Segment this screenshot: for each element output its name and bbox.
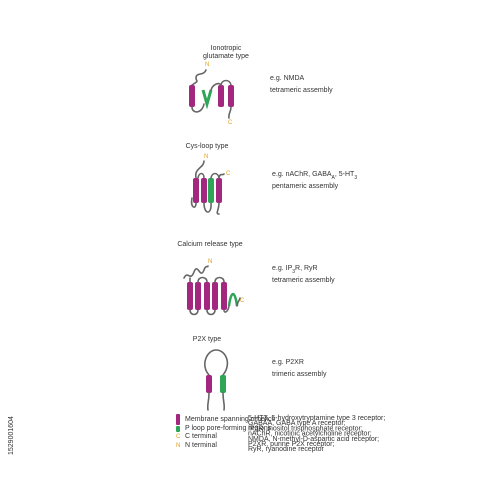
- abbreviation: IP3R, inositol trisphosphate receptor;: [248, 425, 363, 432]
- c-terminal-label: C: [226, 171, 231, 177]
- c-terminal-label: C: [228, 120, 233, 126]
- n-terminal-label: N: [205, 62, 209, 68]
- example: e.g. nAChR, GABAA, 5-HT3: [272, 171, 357, 181]
- legend-label: Membrane spanning α-helics: [185, 416, 276, 423]
- section-title: glutamate type: [203, 53, 249, 60]
- example-part: e.g. NMDA: [270, 75, 305, 82]
- section-title: P2X type: [193, 336, 222, 343]
- example-part: 3: [292, 269, 295, 275]
- example-part: , 5-HT: [335, 171, 355, 178]
- legend-symbol: C: [176, 434, 181, 440]
- legend-label: N terminal: [185, 442, 217, 449]
- example-part: A: [332, 175, 336, 181]
- example-part: e.g. nAChR, GABA: [272, 171, 332, 178]
- example-part: R, RyR: [295, 265, 318, 272]
- glutamate-topology: [189, 69, 234, 119]
- abbreviation: P2XR, purine P2X receptor;: [248, 441, 334, 448]
- c-terminal-label: C: [240, 298, 245, 304]
- image-id: 1529001604: [8, 416, 15, 455]
- abbreviation: 5-HT3, 5-hydroxytryptamine type 3 recept…: [248, 415, 385, 422]
- abbreviation: NMDA, N-methyl-D-aspartic acid receptor;: [248, 436, 379, 443]
- legend-label: P loop pore-forming regions: [185, 425, 272, 432]
- example-part: e.g. P2XR: [272, 359, 304, 366]
- p2x-topology: [204, 349, 229, 411]
- example: e.g. IP3R, RyR: [272, 265, 318, 275]
- example-part: 3: [354, 175, 357, 181]
- n-terminal-label: N: [208, 259, 212, 265]
- section-title: Cys-loop type: [186, 143, 229, 150]
- assembly: trimeric assembly: [272, 371, 327, 378]
- assembly: tetrameric assembly: [272, 277, 335, 284]
- example-part: e.g. IP: [272, 265, 293, 272]
- assembly: pentameric assembly: [272, 183, 339, 190]
- assembly: tetrameric assembly: [270, 87, 333, 94]
- section-title: Calcium release type: [177, 241, 242, 248]
- example: e.g. NMDA: [270, 75, 305, 82]
- section-title: Ionotropic: [211, 45, 242, 52]
- n-terminal-label: N: [204, 154, 208, 160]
- abbreviation: nAChR, nicotinic acetylcholine receptor;: [248, 431, 372, 438]
- abbreviation: RyR, ryanodine receptor: [248, 446, 325, 453]
- abbreviation: GABAA, GABA type A receptor;: [248, 420, 346, 427]
- legend-label: C terminal: [185, 433, 217, 440]
- legend-symbol: N: [176, 443, 180, 449]
- cys-loop-topology: [190, 160, 225, 215]
- calcium-release-topology: [183, 265, 241, 316]
- example: e.g. P2XR: [272, 359, 304, 366]
- legend-icons: [176, 414, 180, 432]
